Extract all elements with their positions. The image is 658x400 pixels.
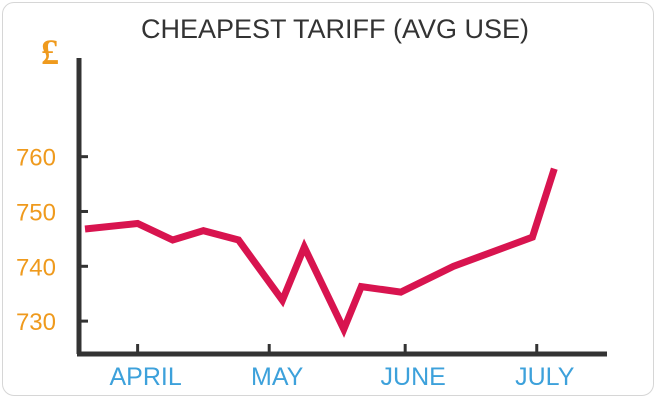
chart-title: CHEAPEST TARIFF (AVG USE) [141, 14, 529, 44]
series-layer [84, 167, 558, 338]
y-tick-label: 740 [16, 254, 56, 281]
x-tick-label: JUNE [381, 363, 446, 391]
y-unit-symbol: £ [41, 32, 59, 72]
series-line [84, 167, 558, 338]
x-tick-label: APRIL [109, 363, 181, 391]
chart-axes [76, 58, 607, 357]
y-tick-label: 750 [16, 199, 56, 226]
y-axis-ticks: 730 740 750 760 [16, 145, 88, 336]
x-axis-ticks: APRIL MAY JUNE JULY [109, 344, 575, 391]
x-tick-label: MAY [251, 363, 304, 391]
x-tick-label: JULY [515, 363, 575, 391]
y-tick-label: 730 [16, 309, 56, 336]
y-tick-label: 760 [16, 145, 56, 172]
